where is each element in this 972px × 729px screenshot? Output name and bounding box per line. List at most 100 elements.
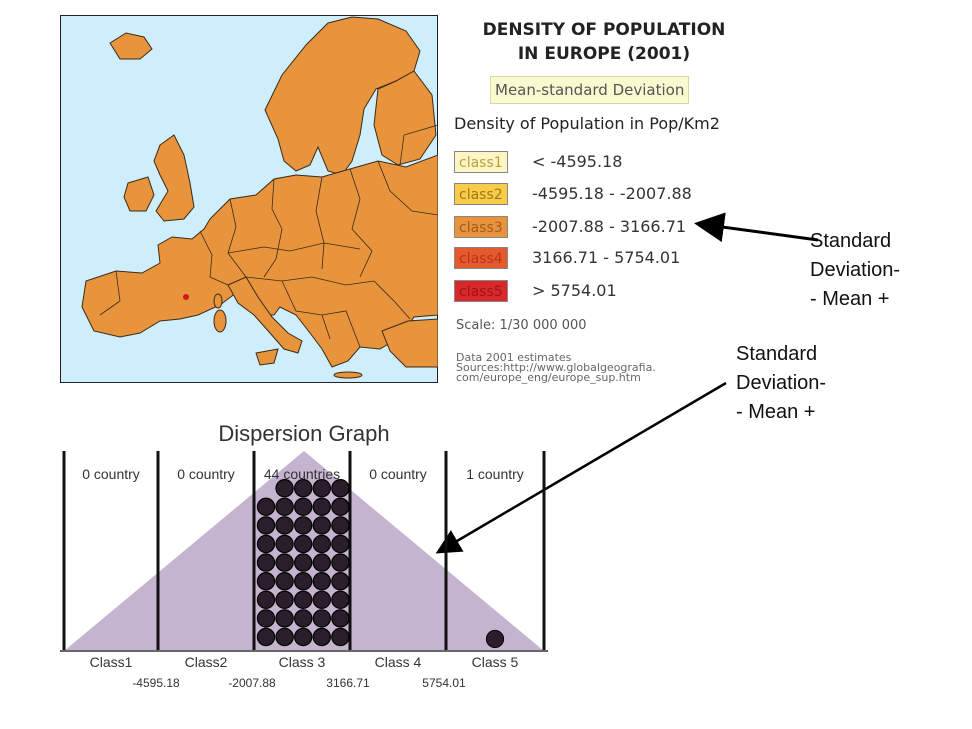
country-dot-class3: [293, 571, 313, 591]
country-dot-class3: [331, 609, 350, 628]
legend-class1-range: < -4595.18: [532, 152, 623, 171]
country-dot-class3: [293, 534, 313, 554]
country-dot-class3: [256, 571, 276, 591]
country-dot-class3: [256, 497, 276, 517]
map-land-sardinia: [213, 309, 227, 333]
dispersion-graph: Dispersion Graph 0 country 0 country 44 co…: [60, 421, 548, 690]
arrow-to-legend: [694, 212, 819, 243]
source-line-2: Sources:http://www.globalgeografia.: [456, 361, 656, 374]
country-dot-class3: [293, 627, 313, 647]
map-land-continent: [81, 154, 438, 368]
legend-class4-box: class4: [454, 247, 508, 269]
country-dot-class3: [275, 534, 294, 554]
country-dot-class3: [275, 609, 294, 628]
boundary-label-1: -4595.18: [132, 676, 180, 690]
class-axis-labels: Class1 Class2 Class 3 Class 4 Class 5: [90, 654, 519, 670]
country-dot-class3: [331, 478, 350, 498]
map-country-borders: [99, 124, 438, 348]
map-scale: Scale: 1/30 000 000: [456, 318, 587, 333]
map-land-crete: [333, 371, 363, 379]
country-dot-class3: [275, 516, 294, 535]
country-dot-class3: [331, 553, 350, 572]
map-land-ireland: [123, 176, 155, 212]
country-dot-class5: [485, 629, 505, 649]
count-label-5: 1 country: [466, 466, 524, 482]
country-dot-class3: [293, 590, 313, 609]
method-label: Mean-standard Deviation: [490, 76, 690, 104]
country-dot-class3: [331, 571, 350, 591]
legend-class3-range: -2007.88 - 3166.71: [532, 217, 687, 236]
category-label-4: Class 4: [375, 654, 422, 670]
category-label-1: Class1: [90, 654, 133, 670]
category-label-3: Class 3: [279, 654, 326, 670]
boundary-label-3: 3166.71: [326, 676, 370, 690]
country-dot-class3: [312, 627, 331, 647]
country-dot-class3: [293, 609, 313, 628]
legend-class2-box: class2: [454, 183, 508, 205]
country-dot-class3: [312, 553, 331, 572]
country-dot-class3: [256, 627, 276, 647]
country-dot-class3: [275, 590, 294, 609]
country-dot-class3: [312, 497, 331, 517]
country-dot-class3: [331, 590, 350, 609]
country-dot-class3: [275, 571, 294, 591]
map-land-turkey: [381, 318, 438, 368]
map-land-sicily: [255, 348, 279, 366]
annotation-right-line1: Standard: [736, 343, 818, 365]
country-dots: [256, 478, 505, 649]
category-label-2: Class2: [185, 654, 228, 670]
map-land-scandinavia: [264, 16, 421, 176]
legend-class5-range: > 5754.01: [532, 281, 617, 300]
source-line-1: Data 2001 estimates: [456, 351, 572, 364]
country-dot-class3: [312, 516, 331, 535]
country-dot-class3: [312, 534, 331, 554]
country-dot-class3: [256, 534, 276, 554]
country-dot-class3: [331, 497, 350, 517]
country-dot-class3: [293, 516, 313, 535]
class-count-labels: 0 country 0 country 44 countries 0 country 1…: [82, 466, 524, 482]
annotation-top: Standard Deviation- - Mean +: [810, 227, 900, 314]
map-land-italy: [227, 276, 303, 354]
map-title-line2: IN EUROPE (2001): [517, 44, 691, 64]
class-dividers: [60, 451, 548, 652]
annotation-right: Standard Deviation- - Mean +: [736, 340, 826, 427]
annotation-top-line2: Deviation-: [810, 259, 901, 281]
country-dot-class3: [275, 497, 294, 517]
source-line-3: com/europe_eng/europe_sup.htm: [456, 371, 641, 384]
map-land-corsica: [213, 293, 223, 309]
legend-class2-range: -4595.18 - -2007.88: [532, 184, 692, 203]
map-class5-country: [183, 294, 189, 300]
country-dot-class3: [312, 478, 331, 498]
annotation-top-line3: - Mean +: [810, 288, 890, 310]
boundary-label-4: 5754.01: [422, 676, 466, 690]
boundary-label-2: -2007.88: [228, 676, 276, 690]
country-dot-class3: [275, 478, 294, 498]
count-label-1: 0 country: [82, 466, 140, 482]
country-dot-class3: [331, 534, 350, 554]
boundary-labels: -4595.18 -2007.88 3166.71 5754.01: [132, 676, 466, 690]
country-dot-class3: [331, 627, 350, 647]
country-dot-class3: [331, 516, 350, 535]
country-dot-class3: [256, 553, 276, 572]
annotation-top-line1: Standard: [810, 230, 892, 252]
country-dot-class3: [293, 497, 313, 517]
graph-title: Dispersion Graph: [218, 421, 389, 446]
map-land-iceland: [109, 32, 153, 60]
country-dot-class3: [256, 590, 276, 609]
country-dot-class3: [293, 478, 313, 498]
europe-map: [60, 15, 438, 383]
country-dot-class3: [293, 553, 313, 572]
legend-subtitle: Density of Population in Pop/Km2: [454, 114, 720, 133]
country-dot-class3: [256, 609, 276, 628]
legend-class5-box: class5: [454, 280, 508, 302]
map-title-line1: DENSITY OF POPULATION: [482, 20, 726, 40]
country-dot-class3: [275, 553, 294, 572]
annotation-right-line3: - Mean +: [736, 401, 816, 423]
country-dot-class3: [312, 590, 331, 609]
country-dot-class3: [312, 571, 331, 591]
map-land-finland: [373, 70, 437, 166]
legend-class4-range: 3166.71 - 5754.01: [532, 248, 681, 267]
category-label-5: Class 5: [472, 654, 519, 670]
country-dot-class3: [312, 609, 331, 628]
annotation-right-line2: Deviation-: [736, 372, 827, 394]
